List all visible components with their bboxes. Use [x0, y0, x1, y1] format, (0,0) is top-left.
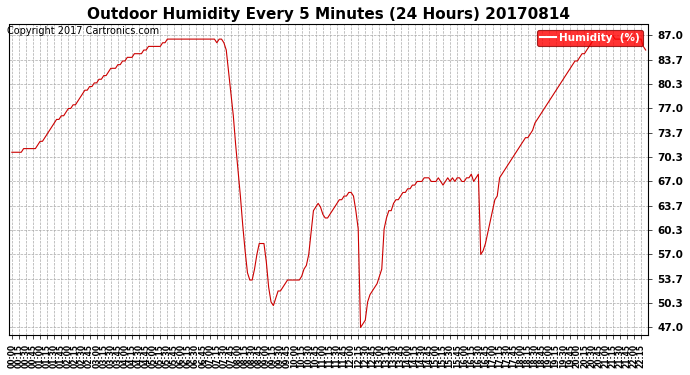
Text: Copyright 2017 Cartronics.com: Copyright 2017 Cartronics.com	[7, 26, 159, 36]
Title: Outdoor Humidity Every 5 Minutes (24 Hours) 20170814: Outdoor Humidity Every 5 Minutes (24 Hou…	[87, 7, 570, 22]
Legend: Humidity  (%): Humidity (%)	[537, 30, 643, 46]
